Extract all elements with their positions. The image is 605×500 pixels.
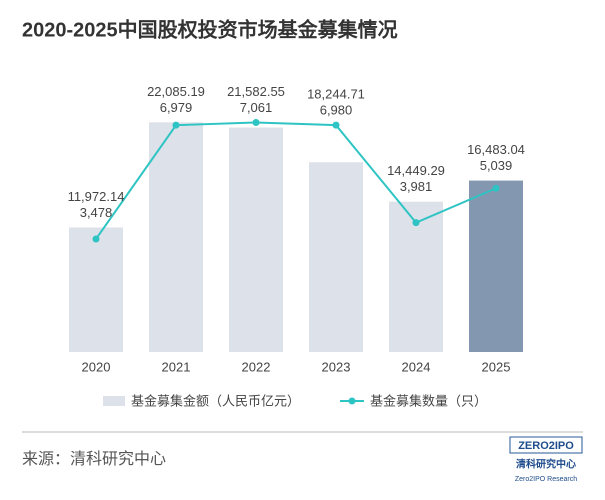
bar [69, 227, 123, 352]
bar [469, 180, 523, 352]
logo-box [509, 436, 583, 454]
bar [309, 162, 363, 352]
legend-label: 基金募集金额（人民币亿元） [131, 393, 300, 408]
legend-swatch [348, 397, 356, 405]
line-value-label: 3,478 [80, 205, 113, 220]
chart-title: 2020-2025中国股权投资市场基金募集情况 [22, 17, 398, 41]
bar-value-label: 14,449.29 [387, 163, 445, 178]
bar [389, 201, 443, 352]
line-value-label: 5,039 [480, 158, 513, 173]
x-tick-label: 2024 [402, 359, 431, 374]
x-tick-label: 2023 [322, 359, 351, 374]
line-value-label: 6,979 [160, 100, 193, 115]
line-point [492, 184, 500, 192]
line [95, 121, 497, 240]
x-tick-label: 2022 [242, 359, 271, 374]
line-value-label: 7,061 [240, 100, 273, 115]
x-tick-label: 2020 [82, 359, 111, 374]
line-point [92, 235, 100, 243]
legend-swatch [103, 396, 125, 406]
logo-english: Zero2IPO Research [515, 476, 577, 483]
bar [229, 127, 283, 353]
bar-value-label: 11,972.14 [68, 189, 125, 204]
line-point [412, 219, 420, 227]
bar-value-label: 18,244.71 [307, 87, 365, 102]
legend-label: 基金募集数量（只） [370, 393, 487, 408]
x-tick-label: 2025 [482, 359, 511, 374]
line-point [332, 121, 340, 129]
x-tick-label: 2021 [162, 359, 191, 374]
bar-value-label: 21,582.55 [227, 84, 285, 99]
line-value-label: 6,980 [320, 103, 353, 118]
bar [149, 122, 203, 352]
line-value-label: 3,981 [400, 179, 433, 194]
bar-value-label: 22,085.19 [147, 84, 205, 99]
logo-brand: ZERO2IPO [518, 440, 574, 452]
line-point [172, 121, 180, 129]
line-point [252, 119, 260, 127]
bar-value-label: 16,483.04 [467, 142, 525, 157]
source: 来源：清科研究中心 [22, 450, 166, 468]
logo-name: 清科研究中心 [516, 458, 576, 471]
